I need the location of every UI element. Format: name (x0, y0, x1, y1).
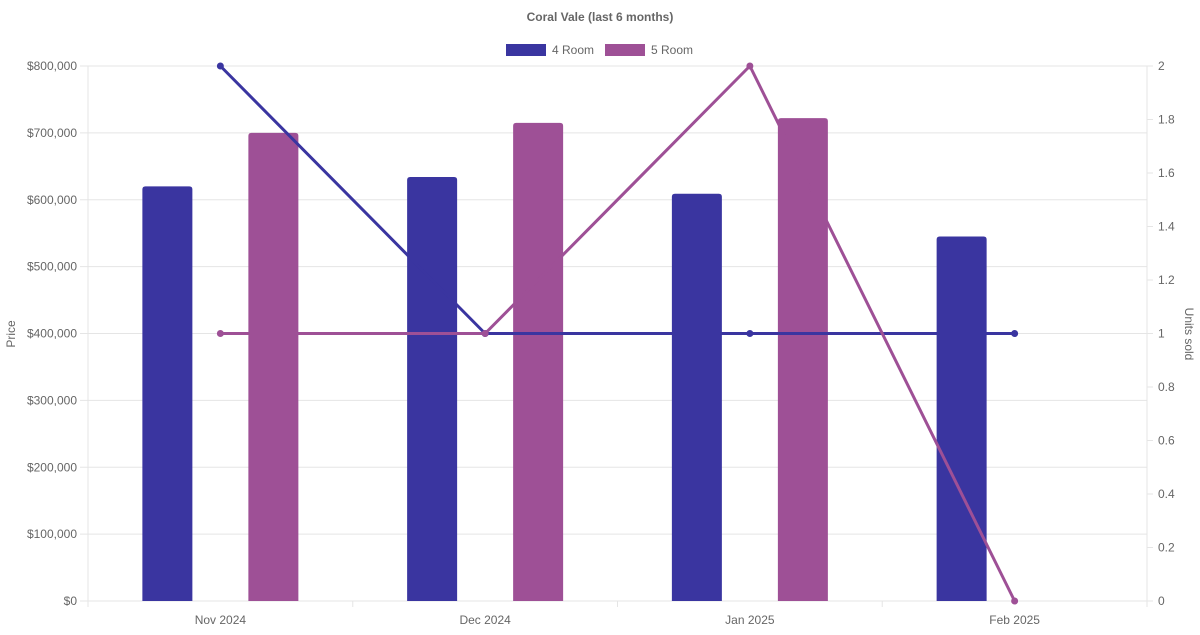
right-tick-label: 2 (1158, 59, 1165, 73)
x-tick-label: Nov 2024 (195, 613, 247, 627)
point-5-room[interactable] (746, 62, 754, 70)
x-tick-label: Dec 2024 (459, 613, 511, 627)
right-tick-label: 1 (1158, 327, 1165, 341)
right-tick-label: 0.8 (1158, 380, 1175, 394)
right-tick-label: 1.2 (1158, 273, 1175, 287)
bar-5-room[interactable] (248, 132, 299, 601)
bar-4-room[interactable] (936, 236, 987, 601)
point-4-room[interactable] (1011, 330, 1019, 337)
point-5-room[interactable] (481, 330, 489, 337)
right-tick-label: 1.4 (1158, 220, 1175, 234)
point-5-room[interactable] (216, 330, 224, 337)
right-tick-label: 1.6 (1158, 166, 1175, 180)
legend-swatch-5-room[interactable] (605, 44, 645, 56)
bar-4-room[interactable] (142, 186, 193, 601)
left-tick-label: $300,000 (27, 393, 77, 407)
x-tick-label: Jan 2025 (725, 613, 775, 627)
left-tick-label: $400,000 (27, 327, 77, 341)
left-tick-label: $600,000 (27, 193, 77, 207)
bar-4-room[interactable] (407, 177, 458, 601)
legend: 4 Room 5 Room (506, 43, 693, 57)
left-tick-label: $0 (64, 594, 78, 608)
x-axis-ticks: Nov 2024 Dec 2024 Jan 2025 Feb 2025 (195, 613, 1041, 627)
legend-swatch-4-room[interactable] (506, 44, 546, 56)
grid-lines (80, 65, 1153, 607)
right-tick-label: 0.2 (1158, 541, 1175, 555)
left-tick-label: $700,000 (27, 126, 77, 140)
left-tick-label: $800,000 (27, 59, 77, 73)
line-5-room (220, 64, 1016, 602)
x-tick-label: Feb 2025 (989, 613, 1040, 627)
legend-label-5-room[interactable]: 5 Room (651, 43, 693, 57)
left-axis-ticks: $0 $100,000 $200,000 $300,000 $400,000 $500,0… (27, 59, 77, 608)
right-tick-label: 0.6 (1158, 434, 1175, 448)
chart-title: Coral Vale (last 6 months) (527, 10, 674, 24)
legend-label-4-room[interactable]: 4 Room (552, 43, 594, 57)
point-4-room[interactable] (216, 62, 224, 70)
bar-5-room[interactable] (513, 122, 564, 601)
point-5-room[interactable] (1011, 597, 1019, 605)
right-tick-label: 1.8 (1158, 113, 1175, 127)
left-tick-label: $200,000 (27, 460, 77, 474)
lines (216, 62, 1019, 605)
left-tick-label: $100,000 (27, 527, 77, 541)
bars (142, 118, 987, 601)
right-axis-ticks: 0 0.2 0.4 0.6 0.8 1 1.2 1.4 1.6 1.8 2 (1158, 59, 1175, 608)
bar-5-room[interactable] (777, 118, 828, 601)
point-4-room[interactable] (746, 330, 754, 337)
right-tick-label: 0.4 (1158, 487, 1175, 501)
right-axis-label: Units sold (1182, 308, 1196, 361)
right-tick-label: 0 (1158, 594, 1165, 608)
left-tick-label: $500,000 (27, 260, 77, 274)
bar-4-room[interactable] (671, 193, 722, 601)
left-axis-label: Price (4, 320, 18, 348)
